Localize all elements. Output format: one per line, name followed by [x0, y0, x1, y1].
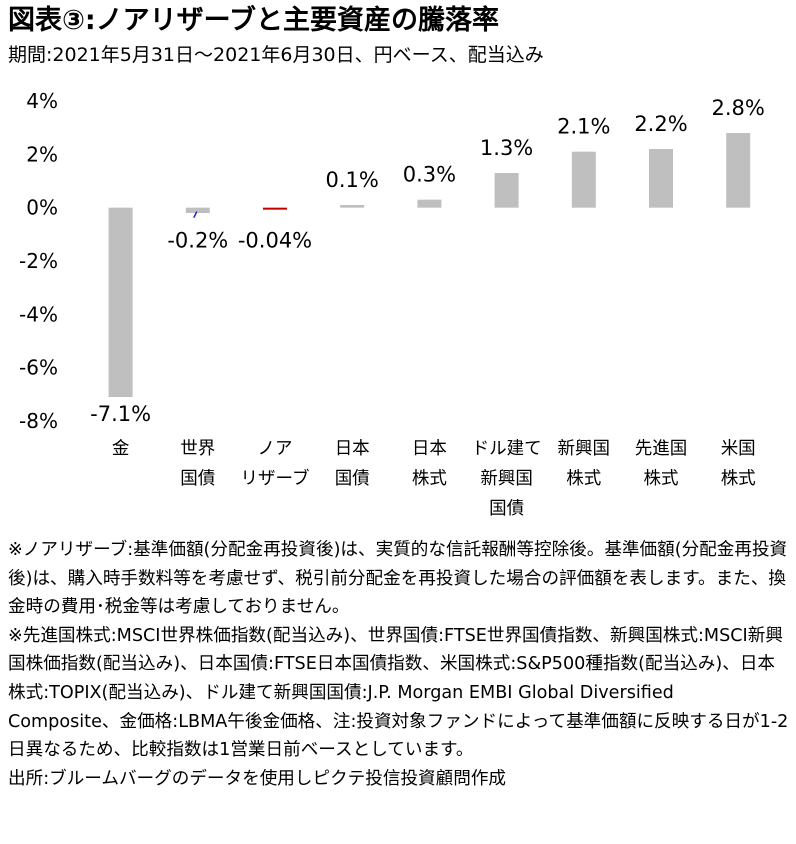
note-noah-reserve: ※ノアリザーブ:基準価額(分配金再投資後)は、実質的な信託報酬等控除後。基準価額…: [8, 540, 788, 618]
data-label: 2.2%: [634, 112, 687, 136]
x-category-label: 国債: [335, 469, 370, 489]
x-category-label: 新興国: [480, 469, 533, 489]
bar: [108, 207, 133, 397]
x-category-label: 国債: [180, 469, 215, 489]
x-category-label: 株式: [412, 469, 447, 489]
bar: [417, 199, 442, 208]
data-label: 2.8%: [712, 96, 765, 120]
data-label: 0.3%: [403, 163, 456, 187]
x-category-label: 先進国: [635, 439, 688, 459]
x-category-label: 日本: [335, 439, 370, 459]
note-indices: ※先進国株式:MSCI世界株価指数(配当込み)、世界国債:FTSE世界国債指数、…: [8, 625, 789, 761]
data-label: 0.1%: [326, 168, 379, 192]
data-label: -0.2%: [167, 229, 228, 253]
bar: [263, 207, 287, 210]
bar: [340, 205, 365, 208]
y-tick-label: -2%: [19, 249, 58, 273]
data-label: -7.1%: [90, 402, 151, 426]
data-label: -0.04%: [238, 229, 312, 253]
y-tick-label: 2%: [26, 142, 58, 166]
bar: [726, 133, 751, 208]
y-tick-label: -8%: [19, 409, 58, 433]
x-category-label: 金: [112, 439, 130, 459]
x-category-label: 日本: [412, 439, 447, 459]
x-category-label: 国債: [489, 499, 524, 519]
y-tick-label: -6%: [19, 356, 58, 380]
y-tick-label: 4%: [26, 89, 58, 113]
data-label: 2.1%: [557, 115, 610, 139]
chart-subtitle: 期間:2021年5月31日～2021年6月30日、円ベース、配当込み: [8, 44, 544, 66]
x-category-label: 世界: [180, 439, 215, 459]
x-category-label: 米国: [721, 439, 756, 459]
y-tick-label: 0%: [26, 196, 58, 220]
bar: [649, 149, 673, 208]
x-category-label: リザーブ: [241, 468, 310, 489]
bar-chart: 4% 2% 0% -2% -4% -6% -8% -7.1% 金 -0.2% 世界国債 -0.04% ノ…: [19, 89, 765, 519]
y-tick-label: -4%: [19, 302, 58, 326]
x-category-label: 株式: [644, 469, 679, 489]
bar: [185, 207, 210, 213]
x-category-label: ノア: [258, 439, 293, 459]
source-note: 出所:ブルームバーグのデータを使用しピクテ投信投資顧問作成: [8, 768, 507, 789]
footnotes: ※ノアリザーブ:基準価額(分配金再投資後)は、実質的な信託報酬等控除後。基準価額…: [8, 536, 790, 793]
leader-line: [193, 211, 198, 219]
x-category-label: 新興国: [558, 439, 611, 459]
bar: [494, 173, 519, 208]
chart-title: 図表③:ノアリザーブと主要資産の騰落率: [8, 5, 500, 36]
x-category-label: 株式: [721, 469, 756, 489]
bar: [571, 151, 596, 208]
data-label: 1.3%: [480, 136, 533, 160]
x-category-label: ドル建て: [472, 439, 542, 459]
x-category-label: 株式: [566, 469, 601, 489]
